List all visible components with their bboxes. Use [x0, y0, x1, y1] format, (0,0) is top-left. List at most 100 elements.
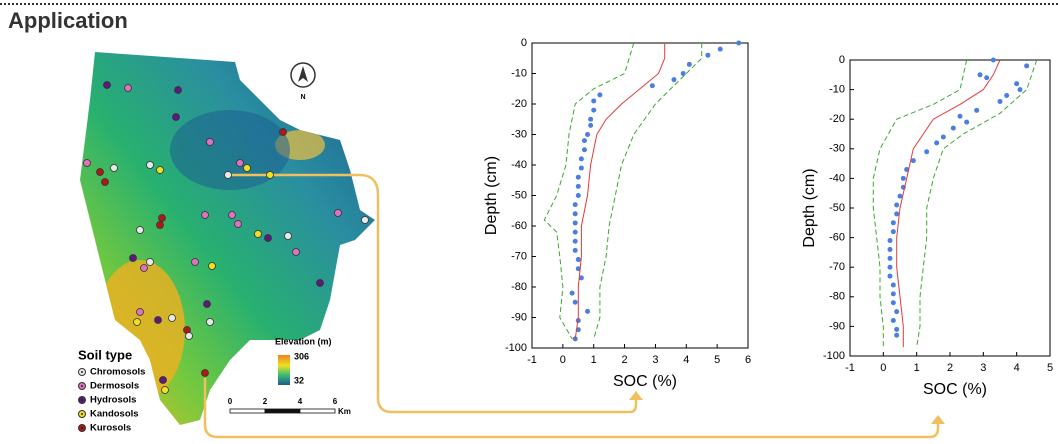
soil-site: [137, 227, 144, 234]
scale-segment: [230, 409, 265, 413]
soil-site: [207, 139, 214, 146]
x-tick-label: -1: [527, 354, 537, 366]
soil-site: [209, 263, 216, 270]
data-point: [894, 309, 899, 314]
y-tick-label: -90: [511, 311, 527, 323]
elevation-max: 306: [294, 351, 309, 361]
soil-site: [84, 160, 91, 167]
data-point: [573, 230, 578, 235]
data-point: [579, 156, 584, 161]
soil-site: [335, 210, 342, 217]
soil-site: [97, 169, 104, 176]
x-tick-label: 6: [745, 354, 751, 366]
y-tick-label: -20: [511, 98, 527, 110]
soil-site: [362, 217, 369, 224]
data-point: [934, 140, 939, 145]
data-point: [891, 291, 896, 296]
data-point: [924, 149, 929, 154]
x-tick-label: 4: [683, 354, 689, 366]
data-point: [585, 309, 590, 314]
data-point: [898, 194, 903, 199]
scale-unit: Km: [338, 407, 351, 416]
data-point: [901, 176, 906, 181]
soil-site: [102, 179, 109, 186]
elevation-title: Elevation (m): [275, 336, 332, 346]
y-tick-label: -100: [823, 350, 845, 362]
data-point: [941, 134, 946, 139]
scale-tick-label: 0: [228, 397, 233, 406]
data-point: [888, 256, 893, 261]
soil-site: [244, 165, 251, 172]
soil-site: [237, 160, 244, 167]
data-point: [573, 248, 578, 253]
data-point: [891, 318, 896, 323]
elevation-min: 32: [294, 375, 304, 385]
soil-site: [125, 85, 132, 92]
data-point: [576, 257, 581, 262]
soil-site: [186, 333, 193, 340]
data-point: [964, 120, 969, 125]
series-line: [594, 43, 702, 339]
data-point: [978, 72, 983, 77]
scale-segment: [300, 409, 335, 413]
y-tick-label: -100: [505, 342, 527, 354]
plot-frame: [850, 60, 1050, 356]
soil-site: [285, 233, 292, 240]
soil-site: [147, 162, 154, 169]
legend-label: Kurosols: [90, 423, 131, 434]
data-point: [888, 274, 893, 279]
legend-swatch-dot: [81, 413, 83, 415]
y-axis-label: Depth (cm): [801, 168, 818, 247]
x-tick-label: -1: [845, 362, 855, 374]
legend-swatch-dot: [81, 385, 83, 387]
y-tick-label: -40: [511, 159, 527, 171]
data-point: [998, 99, 1003, 104]
legend-label: Dermosols: [90, 381, 139, 392]
y-tick-label: -80: [511, 281, 527, 293]
data-point: [888, 238, 893, 243]
data-point: [573, 202, 578, 207]
data-point: [991, 58, 996, 63]
y-tick-label: -70: [829, 261, 845, 273]
x-tick-label: 1: [914, 362, 920, 374]
arrow-head: [931, 415, 945, 424]
soil-site: [111, 165, 118, 172]
soil-site: [265, 235, 272, 242]
slide: Application N Elevation (m) 306 32 Soil …: [0, 0, 1058, 444]
soil-site: [225, 172, 232, 179]
soil-site: [207, 319, 214, 326]
y-tick-label: 0: [839, 54, 845, 66]
page-title: Application: [8, 8, 128, 33]
north-label: N: [300, 94, 305, 101]
scale-segment: [265, 409, 300, 413]
legend-label: Kandosols: [90, 409, 139, 420]
highland: [95, 260, 185, 400]
soil-site: [155, 317, 162, 324]
x-tick-label: 2: [947, 362, 953, 374]
scale-tick-label: 6: [333, 397, 338, 406]
soil-site: [134, 319, 141, 326]
x-axis-label: SOC (%): [613, 373, 677, 390]
data-point: [894, 211, 899, 216]
data-point: [984, 75, 989, 80]
legend-label: Hydrosols: [90, 395, 136, 406]
soil-site: [160, 377, 167, 384]
y-tick-label: -30: [829, 143, 845, 155]
soil-site: [137, 309, 144, 316]
soil-site: [267, 172, 274, 179]
x-tick-label: 3: [980, 362, 986, 374]
series-line: [544, 43, 634, 339]
data-point: [687, 62, 692, 67]
soil-site: [147, 259, 154, 266]
soil-site: [173, 114, 180, 121]
y-tick-label: -30: [511, 128, 527, 140]
soil-site: [157, 222, 164, 229]
y-tick-label: -50: [511, 189, 527, 201]
legend-label: Chromosols: [90, 367, 145, 378]
data-point: [591, 98, 596, 103]
soil-site: [204, 301, 211, 308]
data-point: [573, 211, 578, 216]
data-point: [582, 138, 587, 143]
arrow-head: [629, 391, 643, 400]
arrow: [205, 378, 938, 437]
